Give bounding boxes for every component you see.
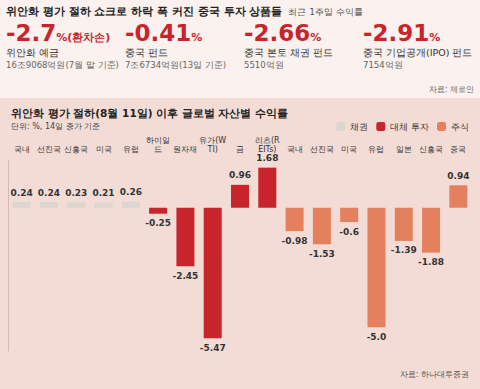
svg-text:0.94: 0.94 bbox=[447, 171, 469, 181]
html-text:-2.66%: -2.66% bbox=[244, 20, 322, 46]
svg-text:선진국: 선진국 bbox=[37, 145, 61, 154]
svg-text:신흥국: 신흥국 bbox=[419, 145, 443, 154]
html-text:위안화 예금: 위안화 예금 bbox=[6, 47, 59, 58]
svg-text:-1.88: -1.88 bbox=[418, 257, 444, 267]
svg-text:유가(W: 유가(W bbox=[199, 136, 226, 145]
html-text:-2.7%(환차손): -2.7%(환차손) bbox=[6, 20, 111, 46]
svg-text:금: 금 bbox=[236, 145, 244, 154]
svg-text:국내: 국내 bbox=[14, 145, 30, 154]
svg-text:-2.45: -2.45 bbox=[172, 271, 198, 281]
svg-text:미국: 미국 bbox=[341, 145, 357, 154]
svg-text:중국: 중국 bbox=[450, 145, 466, 154]
html-text:최근 1주일 수익률: 최근 1주일 수익률 bbox=[288, 7, 363, 17]
svg-text:0.21: 0.21 bbox=[92, 188, 114, 198]
svg-text:리츠(R: 리츠(R bbox=[255, 136, 280, 145]
html-text:7조6734억원(13일 기준): 7조6734억원(13일 기준) bbox=[125, 60, 227, 70]
svg-text:-0.6: -0.6 bbox=[339, 227, 359, 237]
html-text:7154억원: 7154억원 bbox=[363, 60, 403, 70]
svg-text:대체 투자: 대체 투자 bbox=[390, 122, 429, 132]
svg-text:-5.0: -5.0 bbox=[367, 332, 387, 342]
svg-text:TI): TI) bbox=[207, 145, 218, 154]
svg-text:국내: 국내 bbox=[287, 145, 303, 154]
svg-text:0.24: 0.24 bbox=[38, 188, 60, 198]
html-text:-0.41%: -0.41% bbox=[125, 20, 203, 46]
svg-text:하이일: 하이일 bbox=[146, 136, 170, 145]
svg-text:원자재: 원자재 bbox=[173, 145, 197, 154]
html-text:중국 펀드: 중국 펀드 bbox=[125, 47, 168, 58]
html-text:16조9068억원(7월 말 기준): 16조9068억원(7월 말 기준) bbox=[6, 60, 119, 70]
svg-text:유럽: 유럽 bbox=[123, 145, 139, 154]
html-text:자료: 제로인: 자료: 제로인 bbox=[428, 85, 474, 94]
svg-text:0.26: 0.26 bbox=[120, 187, 142, 197]
svg-text:선진국: 선진국 bbox=[310, 145, 334, 154]
svg-text:유럽: 유럽 bbox=[368, 145, 384, 154]
svg-text:-5.47: -5.47 bbox=[200, 343, 226, 353]
svg-text:-1.53: -1.53 bbox=[309, 249, 335, 259]
svg-text:1.68: 1.68 bbox=[256, 153, 278, 163]
svg-text:0.24: 0.24 bbox=[11, 188, 33, 198]
svg-text:-0.98: -0.98 bbox=[282, 236, 308, 246]
svg-text:자료: 하나대투증권: 자료: 하나대투증권 bbox=[400, 370, 469, 379]
svg-text:주식: 주식 bbox=[451, 122, 469, 132]
html-text:5510억원: 5510억원 bbox=[244, 60, 284, 70]
svg-text:신흥국: 신흥국 bbox=[64, 145, 88, 154]
svg-text:위안화 평가 절하(8월 11일) 이후 글로벌 자산별 수: 위안화 평가 절하(8월 11일) 이후 글로벌 자산별 수익률 bbox=[11, 107, 288, 119]
svg-text:드: 드 bbox=[154, 145, 162, 154]
svg-text:EITs): EITs) bbox=[258, 145, 277, 154]
svg-text:일본: 일본 bbox=[396, 145, 412, 154]
svg-text:채권: 채권 bbox=[350, 122, 368, 132]
html-text:중국 기업공개(IPO) 펀드: 중국 기업공개(IPO) 펀드 bbox=[363, 47, 473, 58]
svg-text:0.96: 0.96 bbox=[229, 170, 251, 180]
svg-text:-0.25: -0.25 bbox=[145, 218, 171, 228]
svg-text:미국: 미국 bbox=[96, 145, 112, 154]
html-text:-2.91%: -2.91% bbox=[363, 20, 441, 46]
html-text:위안화 평가 절하 쇼크로 하락 폭 커진 중국 투자 상품: 위안화 평가 절하 쇼크로 하락 폭 커진 중국 투자 상품들 bbox=[6, 5, 283, 18]
svg-text:단위: %, 14일 종가 기준: 단위: %, 14일 종가 기준 bbox=[11, 122, 100, 131]
html-text:중국 본토 채권 펀드: 중국 본토 채권 펀드 bbox=[244, 47, 334, 58]
svg-text:-1.39: -1.39 bbox=[391, 245, 417, 255]
svg-text:0.23: 0.23 bbox=[65, 188, 87, 198]
